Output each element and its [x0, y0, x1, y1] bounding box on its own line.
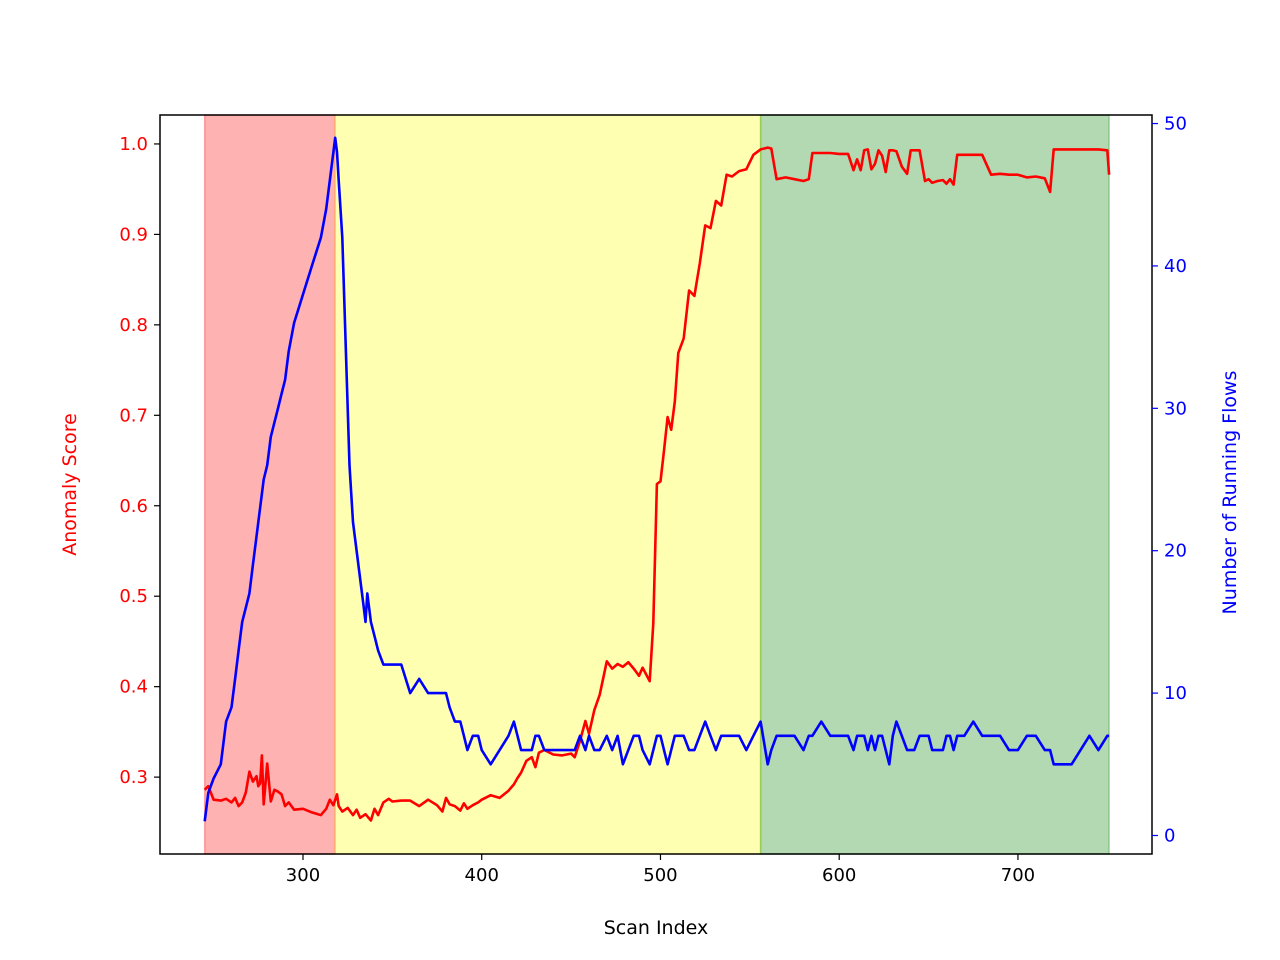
y-right-tick-label: 20 [1164, 541, 1187, 562]
y-right-tick-label: 10 [1164, 683, 1187, 704]
y-left-tick-label: 0.7 [119, 405, 148, 426]
x-tick-label: 500 [643, 865, 677, 886]
plot-frame [159, 114, 1153, 855]
x-axis-label: Scan Index [604, 917, 709, 939]
x-tick-label: 300 [286, 865, 320, 886]
y-left-tick-label: 0.9 [119, 224, 148, 245]
y-axis-right: 0 10 20 30 40 50 [1152, 114, 1187, 846]
y-left-tick-label: 0.3 [119, 767, 148, 788]
y-axis-left-label: Anomaly Score [59, 413, 81, 556]
x-tick-label: 400 [465, 865, 499, 886]
region-band-3 [759, 114, 1110, 855]
y-left-tick-label: 0.6 [119, 496, 148, 517]
y-axis-left: 0.3 0.4 0.5 0.6 0.7 0.8 0.9 1.0 [119, 134, 160, 788]
y-right-tick-label: 30 [1164, 398, 1187, 419]
y-left-tick-label: 0.5 [119, 586, 148, 607]
y-right-tick-label: 0 [1164, 825, 1175, 846]
y-left-tick-label: 1.0 [119, 134, 148, 155]
y-left-tick-label: 0.4 [119, 677, 148, 698]
y-left-tick-label: 0.8 [119, 315, 148, 336]
anomaly-score-line [203, 146, 1111, 822]
running-flows-line [203, 136, 1110, 822]
region-band-2 [334, 114, 762, 855]
y-right-tick-label: 40 [1164, 256, 1187, 277]
y-right-tick-label: 50 [1164, 114, 1187, 135]
region-band-1 [203, 114, 336, 855]
y-axis-right-label: Number of Running Flows [1219, 371, 1241, 615]
x-tick-label: 700 [1001, 865, 1035, 886]
series-lines [203, 136, 1111, 822]
x-axis: 300 400 500 600 700 [286, 854, 1035, 886]
x-tick-label: 600 [822, 865, 856, 886]
